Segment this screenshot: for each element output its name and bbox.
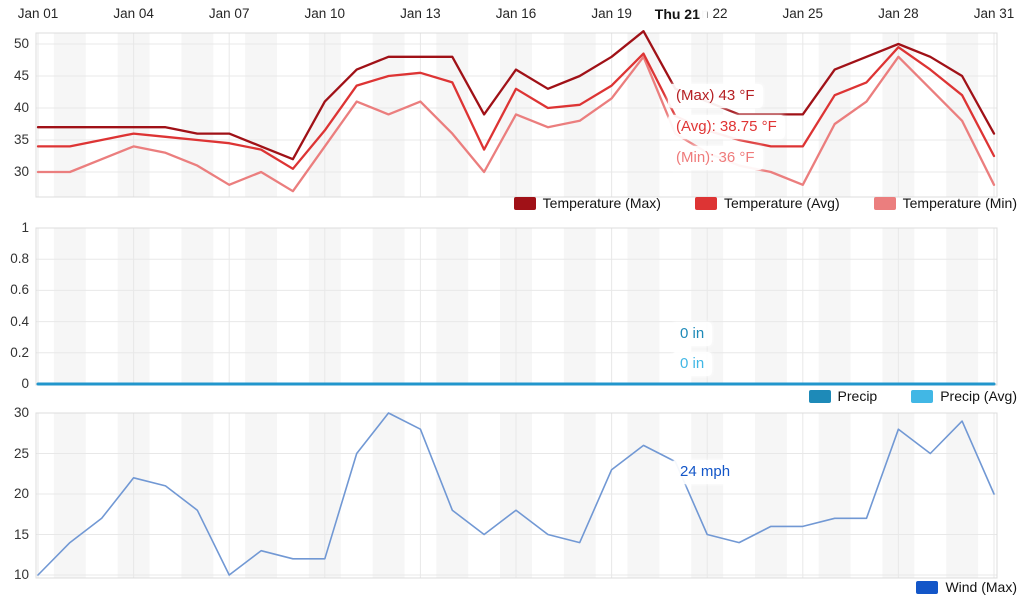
hover-date-label: Thu 21 <box>646 4 708 25</box>
wind-y-tick-label: 15 <box>13 526 29 542</box>
temperature-y-tick-label: 50 <box>13 36 29 51</box>
day-band <box>436 228 469 385</box>
legend-item-temperature-min[interactable]: Temperature (Min) <box>873 195 1017 211</box>
x-tick-label: Jan 13 <box>400 6 441 21</box>
temperature-chart[interactable] <box>35 30 998 198</box>
day-band <box>627 228 660 385</box>
precip-y-tick-label: 0.4 <box>10 313 29 329</box>
precip-y-tick-label: 0.2 <box>10 344 29 360</box>
precip-y-tick-label: 1 <box>21 220 29 235</box>
temperature-min-swatch-icon <box>873 196 896 210</box>
precip-y-tick-label: 0 <box>21 376 29 391</box>
precip-y-tick-label: 0.6 <box>10 282 29 298</box>
temperature-max-swatch-icon <box>513 196 536 210</box>
day-band <box>372 228 405 385</box>
x-tick-label: Jan 16 <box>495 6 537 21</box>
legend-label: Temperature (Avg) <box>723 195 840 211</box>
tooltip-temperature-0: (Max) 43 °F <box>668 84 763 108</box>
legend-label: Precip <box>837 388 878 404</box>
day-band <box>181 228 214 385</box>
day-band <box>53 413 86 578</box>
temperature-plot-area[interactable] <box>37 33 995 197</box>
day-band <box>181 33 214 197</box>
x-tick-label: Jan 04 <box>113 6 154 21</box>
legend-label: Temperature (Max) <box>542 195 661 211</box>
x-tick-label: Jan 25 <box>782 6 824 21</box>
legend-item-temperature-avg[interactable]: Temperature (Avg) <box>694 195 840 211</box>
x-tick-label: Jan 10 <box>304 6 346 21</box>
tooltip-wind-0: 24 mph <box>672 460 739 484</box>
tooltip-temperature-2: (Min): 36 °F <box>668 146 763 170</box>
series-temperature-min-line <box>36 55 996 193</box>
x-tick-label: Jan 19 <box>591 6 632 21</box>
day-band <box>372 413 405 578</box>
wind-y-tick-label: 30 <box>13 405 29 420</box>
temperature-y-tick-label: 35 <box>13 132 29 147</box>
day-band <box>436 413 469 578</box>
temperature-y-tick-label: 45 <box>13 68 29 83</box>
precip-legend: Precip Precip (Avg) <box>808 388 1017 404</box>
day-band <box>627 33 660 197</box>
wind-y-tick-label: 25 <box>13 445 29 461</box>
legend-item-temperature-max[interactable]: Temperature (Max) <box>513 195 661 211</box>
temperature-avg-swatch-icon <box>694 196 717 210</box>
precip-swatch-icon <box>808 389 831 403</box>
day-band <box>946 228 979 385</box>
day-band <box>436 33 469 197</box>
legend-item-wind-max[interactable]: Wind (Max) <box>916 579 1017 595</box>
day-band <box>53 33 86 197</box>
day-band <box>563 33 596 197</box>
day-band <box>563 228 596 385</box>
legend-item-precip[interactable]: Precip <box>808 388 878 404</box>
wind-chart[interactable] <box>35 412 998 579</box>
x-tick-label: Jan 01 <box>17 6 59 21</box>
temperature-y-tick-label: 40 <box>13 100 29 115</box>
precip-y-tick-label: 0.8 <box>10 251 29 267</box>
series-temperature-max-line <box>36 30 996 161</box>
temperature-legend: Temperature (Max) Temperature (Avg) Temper… <box>513 195 1017 211</box>
day-band <box>818 228 851 385</box>
day-band <box>946 413 979 578</box>
tooltip-precip-0: 0 in <box>672 322 713 346</box>
legend-label: Temperature (Min) <box>902 195 1017 211</box>
day-band <box>563 413 596 578</box>
day-band <box>818 33 851 197</box>
series-temperature-avg-line <box>36 46 996 170</box>
day-band <box>755 228 787 385</box>
day-band <box>245 33 278 197</box>
wind-max-swatch-icon <box>916 580 939 594</box>
wind-y-tick-label: 10 <box>13 567 29 582</box>
day-band <box>181 413 214 578</box>
tooltip-temperature-1: (Avg): 38.75 °F <box>668 115 785 139</box>
day-band <box>755 413 787 578</box>
day-band <box>53 228 86 385</box>
day-band <box>818 413 851 578</box>
day-band <box>245 228 278 385</box>
wind-plot-border <box>35 412 998 579</box>
temperature-y-tick-label: 30 <box>13 164 29 179</box>
x-tick-label: Jan 28 <box>878 6 919 21</box>
wind-y-tick-label: 20 <box>13 486 29 501</box>
day-band <box>627 413 660 578</box>
tooltip-precip-1: 0 in <box>672 352 713 376</box>
x-tick-label: Jan 07 <box>208 6 250 21</box>
x-tick-label: Jan 31 <box>973 6 1015 21</box>
legend-label: Wind (Max) <box>945 579 1017 595</box>
precip-avg-swatch-icon <box>911 389 934 403</box>
wind-plot-area[interactable] <box>37 413 995 578</box>
series-wind-max-line <box>37 412 995 576</box>
legend-label: Precip (Avg) <box>940 388 1017 404</box>
precip-plot-area[interactable] <box>37 228 995 385</box>
legend-item-precip-avg[interactable]: Precip (Avg) <box>911 388 1017 404</box>
precip-chart[interactable] <box>35 227 998 386</box>
wind-legend: Wind (Max) <box>916 579 1017 595</box>
